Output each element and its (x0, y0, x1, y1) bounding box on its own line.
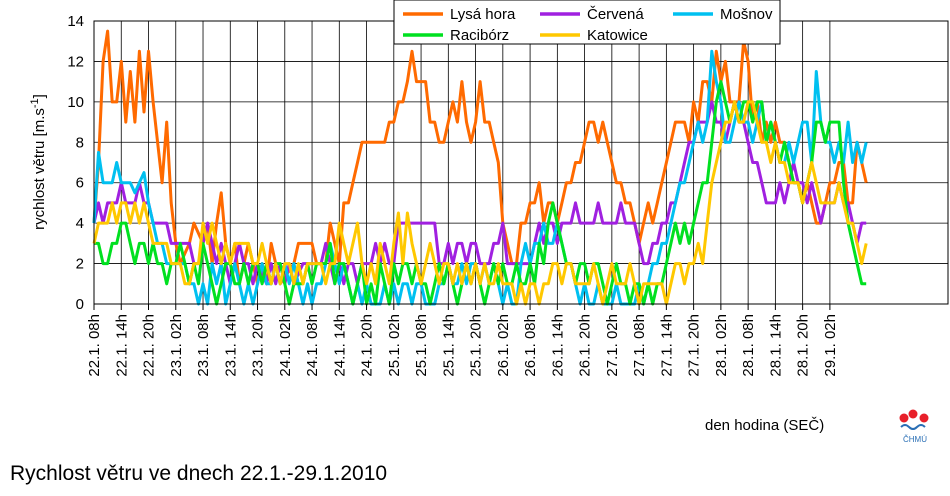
logo-text: ČHMÚ (903, 435, 927, 444)
x-tick-label: 23.1. 02h (168, 314, 185, 377)
series-line-2 (92, 100, 867, 286)
x-tick-label: 23.1. 14h (222, 314, 239, 377)
chmu-logo: ČHMÚ (899, 409, 929, 444)
x-tick-label: 24.1. 20h (359, 314, 376, 377)
x-tick-label: 26.1. 02h (495, 314, 512, 377)
chart-caption: Rychlost větru ve dnech 22.1.-29.1.2010 (10, 462, 388, 485)
logo-wave (900, 424, 926, 430)
x-tick-label: 22.1. 08h (86, 314, 103, 377)
x-tick-label: 22.1. 14h (113, 314, 130, 377)
y-tick-label: 6 (76, 175, 84, 192)
x-tick-label: 24.1. 02h (277, 314, 294, 377)
y-tick-label: 0 (76, 296, 84, 313)
x-tick-label: 27.1. 14h (658, 314, 675, 377)
x-tick-label: 27.1. 20h (686, 314, 703, 377)
logo-dot-right (919, 413, 929, 423)
x-tick-label: 23.1. 08h (195, 314, 212, 377)
legend-label-3: Mošnov (720, 6, 773, 23)
y-tick-label: 8 (76, 134, 84, 151)
legend: Lysá hora Červená Mošnov Racibórz Katowice (393, 0, 781, 45)
x-tick-label: 26.1. 20h (577, 314, 594, 377)
x-tick-label: 28.1. 14h (767, 314, 784, 377)
x-axis-ticks: 22.1. 08h 22.1. 14h 22.1. 20h 23.1. 02h 23.1… (86, 304, 839, 377)
x-tick-label: 23.1. 20h (250, 314, 267, 377)
x-tick-label: 24.1. 14h (331, 314, 348, 377)
x-tick-label: 27.1. 08h (631, 314, 648, 377)
x-tick-label: 28.1. 02h (713, 314, 730, 377)
x-tick-label: 25.1. 20h (468, 314, 485, 377)
x-tick-label: 26.1. 08h (522, 314, 539, 377)
y-tick-label: 12 (67, 53, 84, 70)
series-lines (92, 29, 868, 306)
legend-label-4: Racibórz (450, 27, 509, 44)
x-tick-label: 25.1. 02h (386, 314, 403, 377)
x-tick-label: 27.1. 02h (604, 314, 621, 377)
series-line-5 (92, 100, 868, 306)
x-tick-label: 25.1. 08h (413, 314, 430, 377)
x-tick-label: 25.1. 14h (440, 314, 457, 377)
x-tick-label: 29.1. 02h (822, 314, 839, 377)
x-tick-label: 26.1. 14h (549, 314, 566, 377)
y-axis-ticks: 0 2 4 6 8 10 12 14 (67, 13, 84, 313)
x-axis-label: den hodina (SEČ) (705, 417, 824, 434)
legend-label-2: Červená (587, 6, 644, 23)
y-axis-label: rychlost větru [m.s-1] (29, 94, 48, 230)
x-tick-label: 22.1. 20h (141, 314, 158, 377)
y-tick-label: 10 (67, 94, 84, 111)
y-tick-label: 4 (76, 215, 84, 232)
x-tick-label: 28.1. 20h (795, 314, 812, 377)
legend-label-1: Lysá hora (450, 6, 516, 23)
legend-label-5: Katowice (587, 27, 648, 44)
x-tick-label: 24.1. 08h (304, 314, 321, 377)
x-tick-label: 28.1. 08h (740, 314, 757, 377)
logo-dot-left (899, 413, 909, 423)
logo-dot-mid (908, 409, 918, 419)
y-tick-label: 14 (67, 13, 84, 30)
legend-box (393, 0, 781, 45)
y-tick-label: 2 (76, 256, 84, 273)
